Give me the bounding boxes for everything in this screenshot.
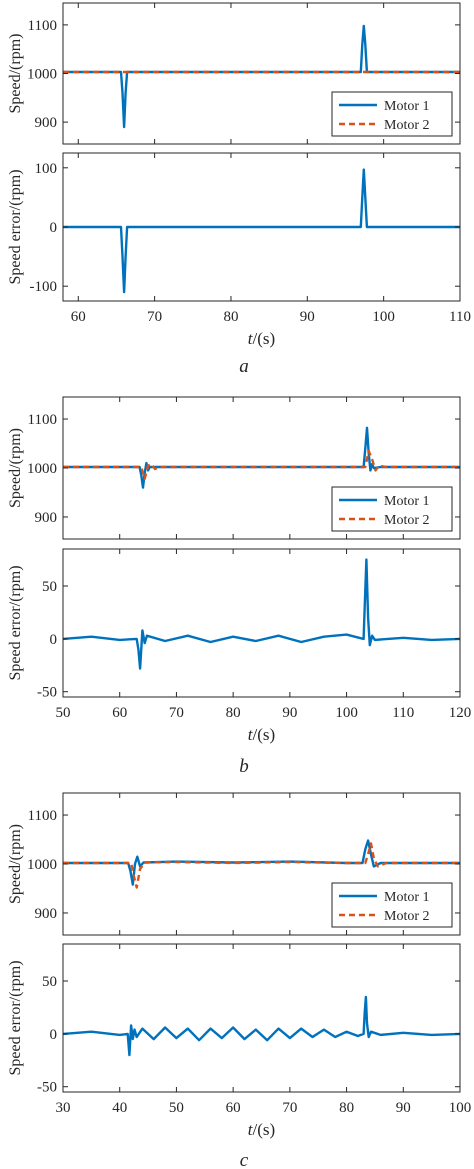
panel-b-bottom: -50 0 50 50 60 70 80 90 100 110 120 Speed error/(rp… (7, 548, 472, 744)
x-axis-label: t/(s) (248, 725, 275, 744)
y-tick-label: 100 (35, 161, 58, 177)
legend-box (331, 486, 453, 532)
legend-label: Motor 1 (384, 890, 430, 905)
x-tick-label: 80 (226, 705, 241, 721)
x-tick-label: 70 (169, 705, 184, 721)
x-tick-label: 120 (449, 705, 472, 721)
series-line-motor-1 (63, 24, 460, 129)
legend: Motor 1 Motor 2 (331, 486, 453, 532)
legend-label: Motor 1 (384, 99, 430, 114)
y-axis-label: Speed error/(rpm) (7, 169, 24, 284)
y-tick-label: 1000 (27, 461, 57, 477)
y-tick-label: 50 (42, 974, 57, 990)
x-tick-label: 50 (56, 705, 71, 721)
y-tick-label: 0 (50, 220, 58, 236)
x-tick-label: 30 (56, 1100, 71, 1116)
caption-b: b (239, 756, 249, 777)
x-tick-label: 60 (226, 1100, 241, 1116)
legend: Motor 1 Motor 2 (331, 91, 453, 137)
legend-label: Motor 2 (384, 909, 430, 924)
x-tick-label: 90 (282, 705, 297, 721)
series-group (63, 24, 460, 129)
y-tick-label: 50 (42, 579, 57, 595)
axes-frame (62, 548, 461, 698)
plot-area (63, 944, 460, 1092)
y-tick-label: -50 (37, 1080, 57, 1096)
y-tick-label: 900 (35, 510, 58, 526)
y-axis-label: Speed error/(rpm) (7, 960, 24, 1075)
y-tick-label: 0 (50, 632, 58, 648)
x-tick-label: 110 (449, 309, 471, 325)
x-tick-label: 80 (223, 309, 238, 325)
legend-label: Motor 2 (384, 513, 430, 528)
y-axis-label: Speed/(rpm) (7, 428, 24, 508)
series-line-motor-2 (63, 449, 460, 480)
y-axis-label: Speed/(rpm) (7, 34, 24, 114)
panel-a-bottom: -100 0 100 60 70 80 90 100 110 Speed error/(rpm) t… (7, 152, 471, 348)
x-tick-label: 100 (335, 705, 358, 721)
series-line-motor-1 (63, 839, 460, 886)
series-group (63, 426, 460, 489)
x-axis-label: t/(s) (248, 329, 275, 348)
caption-c: c (240, 1150, 249, 1169)
y-tick-label: -100 (30, 279, 58, 295)
series-group (63, 558, 460, 670)
x-tick-label: 90 (396, 1100, 411, 1116)
y-tick-label: 1100 (28, 18, 57, 34)
series-group (63, 168, 460, 294)
series-line-motor-1 (63, 426, 460, 489)
caption-a: a (239, 356, 249, 377)
x-axis-label: t/(s) (248, 1120, 275, 1139)
series-group (63, 995, 460, 1057)
y-tick-label: 1000 (27, 67, 57, 83)
x-tick-label: 80 (339, 1100, 354, 1116)
x-tick-label: 90 (300, 309, 315, 325)
x-tick-label: 70 (147, 309, 162, 325)
y-axis-label: Speed/(rpm) (7, 824, 24, 904)
x-tick-label: 100 (449, 1100, 472, 1116)
panel-c-bottom: -50 0 50 30 40 50 60 70 80 90 100 Speed error/(rpm)… (7, 943, 472, 1139)
legend: Motor 1 Motor 2 (331, 882, 453, 928)
x-tick-label: 40 (112, 1100, 127, 1116)
x-tick-label: 110 (392, 705, 414, 721)
x-tick-label: 60 (71, 309, 86, 325)
y-axis-label: Speed error/(rpm) (7, 565, 24, 680)
legend-box (331, 882, 453, 928)
legend-box (331, 91, 453, 137)
x-tick-label: 50 (169, 1100, 184, 1116)
y-tick-label: 900 (35, 906, 58, 922)
y-tick-label: 1100 (28, 808, 57, 824)
series-line-motor-1 (63, 558, 460, 670)
x-tick-label: 60 (112, 705, 127, 721)
series-line-motor-1 (63, 995, 460, 1057)
y-tick-label: 1100 (28, 412, 57, 428)
y-tick-label: 0 (50, 1027, 58, 1043)
y-tick-label: 1000 (27, 857, 57, 873)
axes-frame (62, 943, 461, 1093)
y-tick-label: -50 (37, 685, 57, 701)
legend-label: Motor 1 (384, 494, 430, 509)
y-tick-label: 900 (35, 115, 58, 131)
series-line-motor-2 (63, 842, 460, 889)
x-tick-label: 100 (372, 309, 395, 325)
series-line-motor-1 (63, 168, 460, 294)
series-group (63, 839, 460, 889)
legend-label: Motor 2 (384, 118, 430, 133)
x-tick-label: 70 (282, 1100, 297, 1116)
plot-area (63, 549, 460, 697)
